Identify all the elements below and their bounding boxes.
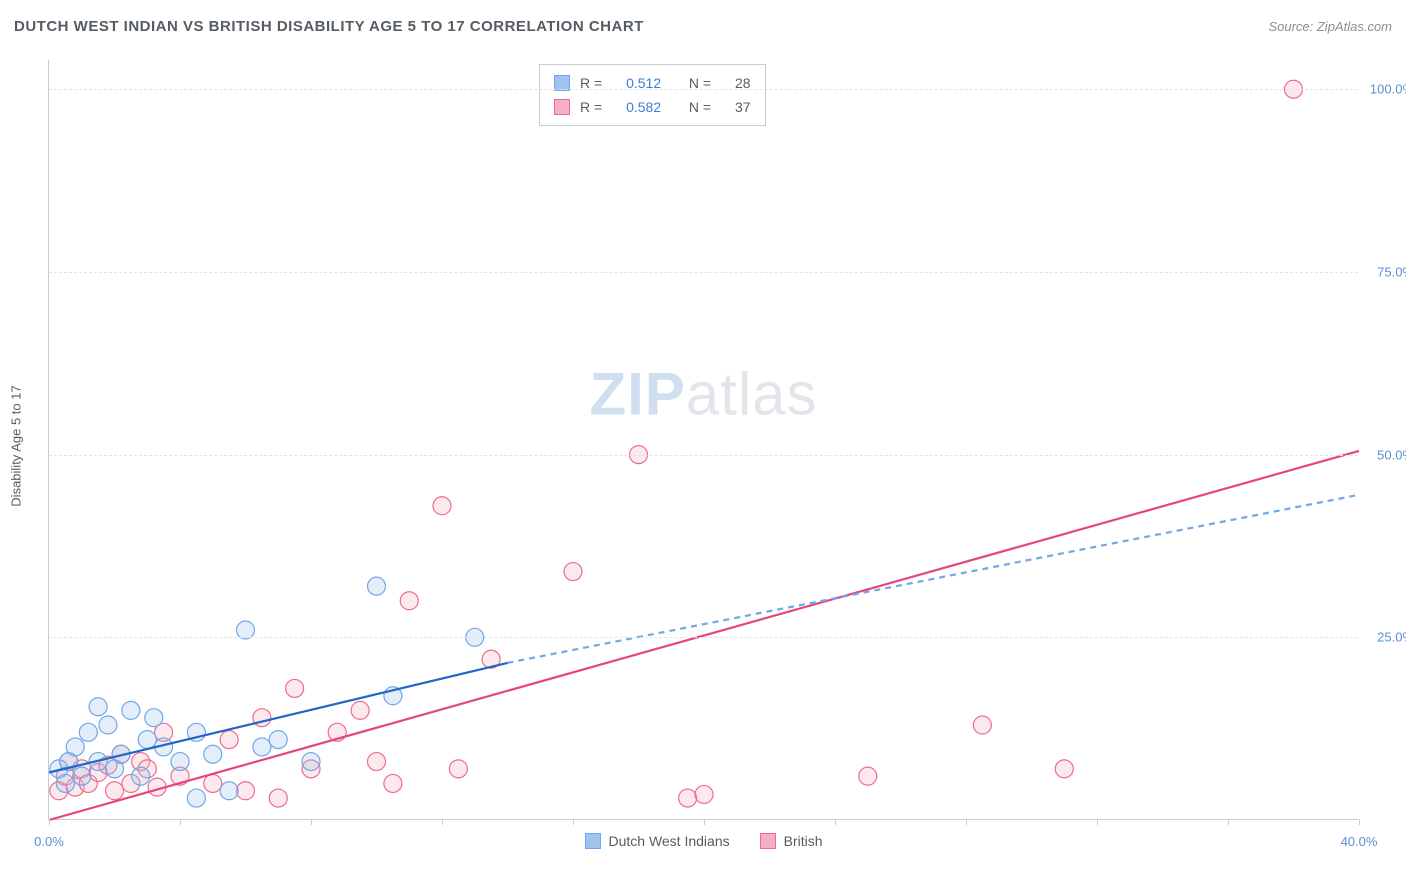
data-point [695, 785, 713, 803]
data-point [106, 782, 124, 800]
x-tick [704, 819, 705, 825]
x-tick [966, 819, 967, 825]
data-point [73, 767, 91, 785]
data-point [79, 723, 97, 741]
x-tick [311, 819, 312, 825]
data-point [145, 709, 163, 727]
data-point [400, 592, 418, 610]
data-point [204, 745, 222, 763]
data-point [220, 731, 238, 749]
data-point [204, 774, 222, 792]
data-point [351, 701, 369, 719]
data-point [368, 753, 386, 771]
legend-swatch-british [760, 833, 776, 849]
series-legend: Dutch West Indians British [584, 833, 822, 849]
x-tick [835, 819, 836, 825]
data-point [286, 679, 304, 697]
x-tick [180, 819, 181, 825]
gridline [49, 272, 1358, 273]
chart-plot-area: ZIPatlas R = 0.512 N = 28 R = 0.582 N = … [48, 60, 1358, 820]
gridline [49, 637, 1358, 638]
swatch-british [554, 99, 570, 115]
data-point [56, 774, 74, 792]
gridline [49, 89, 1358, 90]
y-tick-label: 50.0% [1377, 447, 1406, 462]
y-tick-label: 25.0% [1377, 630, 1406, 645]
legend-item-british: British [760, 833, 823, 849]
x-tick [442, 819, 443, 825]
data-point [237, 782, 255, 800]
x-tick [573, 819, 574, 825]
data-point [859, 767, 877, 785]
data-point [220, 782, 238, 800]
x-tick-label: 0.0% [34, 834, 64, 849]
x-tick-label: 40.0% [1341, 834, 1378, 849]
data-point [1055, 760, 1073, 778]
data-point [66, 738, 84, 756]
data-point [433, 497, 451, 515]
data-point [132, 767, 150, 785]
data-point [368, 577, 386, 595]
data-point [187, 789, 205, 807]
data-point [269, 789, 287, 807]
x-tick [49, 819, 50, 825]
data-point [253, 738, 271, 756]
scatter-svg [49, 60, 1358, 819]
data-point [564, 563, 582, 581]
data-point [171, 753, 189, 771]
source-credit: Source: ZipAtlas.com [1268, 19, 1392, 34]
x-tick [1228, 819, 1229, 825]
x-tick [1359, 819, 1360, 825]
data-point [302, 753, 320, 771]
legend-swatch-dutch [584, 833, 600, 849]
data-point [237, 621, 255, 639]
data-point [449, 760, 467, 778]
data-point [99, 716, 117, 734]
stats-row-dutch: R = 0.512 N = 28 [554, 71, 751, 95]
gridline [49, 455, 1358, 456]
data-point [122, 701, 140, 719]
y-tick-label: 75.0% [1377, 264, 1406, 279]
y-tick-label: 100.0% [1370, 82, 1406, 97]
data-point [89, 698, 107, 716]
data-point [973, 716, 991, 734]
correlation-stats-box: R = 0.512 N = 28 R = 0.582 N = 37 [539, 64, 766, 126]
data-point [269, 731, 287, 749]
data-point [384, 774, 402, 792]
y-axis-label: Disability Age 5 to 17 [9, 385, 24, 506]
x-tick [1097, 819, 1098, 825]
data-point [138, 731, 156, 749]
stats-row-british: R = 0.582 N = 37 [554, 95, 751, 119]
legend-item-dutch: Dutch West Indians [584, 833, 729, 849]
chart-title: DUTCH WEST INDIAN VS BRITISH DISABILITY … [14, 18, 644, 35]
data-point [679, 789, 697, 807]
